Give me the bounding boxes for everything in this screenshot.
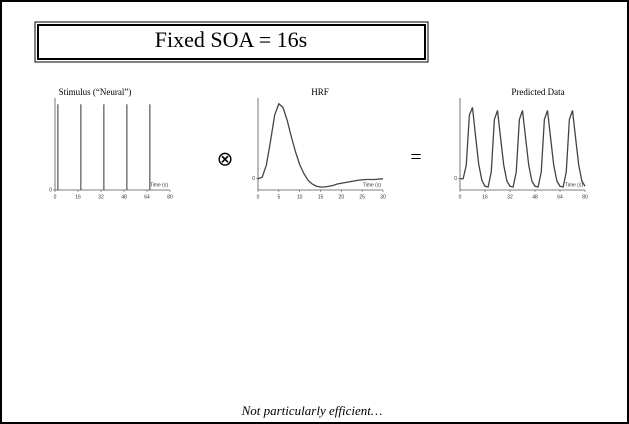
x-tick-label: 32 <box>507 194 513 200</box>
x-tick-label: 0 <box>257 194 260 200</box>
title-box-inner <box>37 24 426 60</box>
x-tick-label: 30 <box>380 194 386 200</box>
title-box <box>34 21 429 63</box>
chart-title: HRF <box>311 87 329 97</box>
x-tick-label: 48 <box>121 194 127 200</box>
x-tick-label: 15 <box>318 194 324 200</box>
x-tick-label: 32 <box>98 194 104 200</box>
x-tick-label: 64 <box>144 194 150 200</box>
x-tick-label: 16 <box>482 194 488 200</box>
caption: Not particularly efficient… <box>241 403 383 418</box>
y-tick-label: 0 <box>49 187 52 193</box>
x-tick-label: 5 <box>277 194 280 200</box>
y-tick-label: 0 <box>454 176 457 182</box>
x-tick-label: 64 <box>557 194 563 200</box>
x-tick-label: 80 <box>582 194 588 200</box>
x-tick-label: 80 <box>167 194 173 200</box>
response-curve <box>460 107 586 188</box>
x-tick-label: 20 <box>339 194 345 200</box>
response-curve <box>257 102 384 188</box>
x-axis-label: Time (s) <box>363 182 381 188</box>
x-tick-label: 48 <box>532 194 538 200</box>
chart-title: Stimulus (“Neural”) <box>59 87 132 97</box>
y-tick-label: 0 <box>252 176 255 182</box>
x-tick-label: 0 <box>54 194 57 200</box>
x-axis-label: Time (s) <box>565 182 583 188</box>
convolve-operator: ⊗ <box>217 149 234 171</box>
x-tick-label: 10 <box>297 194 303 200</box>
x-tick-label: 25 <box>359 194 365 200</box>
chart-title: Predicted Data <box>511 87 564 97</box>
equals-operator: = <box>410 147 421 169</box>
slide-title: Fixed SOA = 16s <box>155 27 307 52</box>
x-tick-label: 0 <box>459 194 462 200</box>
x-axis-label: Time (s) <box>150 182 168 188</box>
x-tick-label: 16 <box>75 194 81 200</box>
